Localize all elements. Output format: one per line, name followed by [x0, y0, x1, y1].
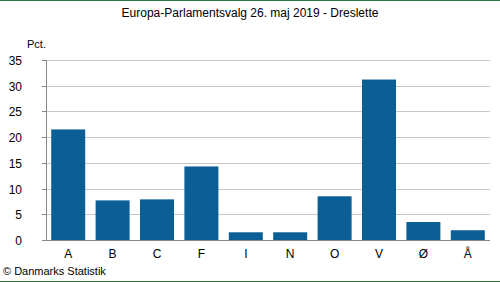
- bar: [318, 196, 352, 240]
- tick-label: 35: [9, 54, 23, 68]
- category-label: A: [64, 247, 72, 261]
- grid-line: [46, 60, 490, 61]
- bar: [406, 222, 440, 240]
- y-axis: [46, 60, 47, 240]
- tick-label: 30: [9, 80, 23, 94]
- source: © Danmarks Statistik: [3, 265, 106, 277]
- tick-mark: [42, 189, 46, 190]
- grid-line: [46, 137, 490, 138]
- chart: Europa-Parlamentsvalg 26. maj 2019 - Dre…: [0, 0, 500, 282]
- tick-mark: [42, 163, 46, 164]
- x-axis: [46, 240, 490, 241]
- grid-line: [46, 189, 490, 190]
- bar: [184, 166, 218, 240]
- bar: [140, 199, 174, 240]
- category-label: V: [375, 247, 383, 261]
- grid-line: [46, 163, 490, 164]
- tick-mark: [42, 111, 46, 112]
- tick-mark: [42, 240, 46, 241]
- tick-mark: [42, 86, 46, 87]
- grid-line: [46, 111, 490, 112]
- frame-bottom: [0, 281, 500, 282]
- bar: [362, 80, 396, 240]
- category-label: Ø: [419, 247, 428, 261]
- title: Europa-Parlamentsvalg 26. maj 2019 - Dre…: [122, 6, 379, 20]
- category-label: O: [330, 247, 339, 261]
- category-label: N: [286, 247, 295, 261]
- frame-top: [0, 0, 500, 1]
- bar: [229, 232, 263, 240]
- category-label: C: [153, 247, 162, 261]
- tick-label: 5: [15, 208, 22, 222]
- category-label: F: [198, 247, 205, 261]
- bar: [451, 230, 485, 240]
- bar: [96, 200, 130, 240]
- tick-label: 25: [9, 105, 23, 119]
- tick-label: 20: [9, 131, 23, 145]
- tick-mark: [42, 60, 46, 61]
- grid-line: [46, 240, 490, 241]
- tick-label: 0: [15, 234, 22, 248]
- bar: [273, 232, 307, 240]
- y-label: Pct.: [27, 38, 46, 50]
- tick-label: 10: [9, 183, 23, 197]
- tick-mark: [42, 214, 46, 215]
- bar: [51, 129, 85, 240]
- category-label: Å: [464, 246, 472, 261]
- category-label: I: [244, 247, 247, 261]
- category-label: B: [109, 247, 117, 261]
- bars: [51, 80, 485, 240]
- tick-label: 15: [9, 157, 23, 171]
- grid-line: [46, 86, 490, 87]
- tick-mark: [42, 137, 46, 138]
